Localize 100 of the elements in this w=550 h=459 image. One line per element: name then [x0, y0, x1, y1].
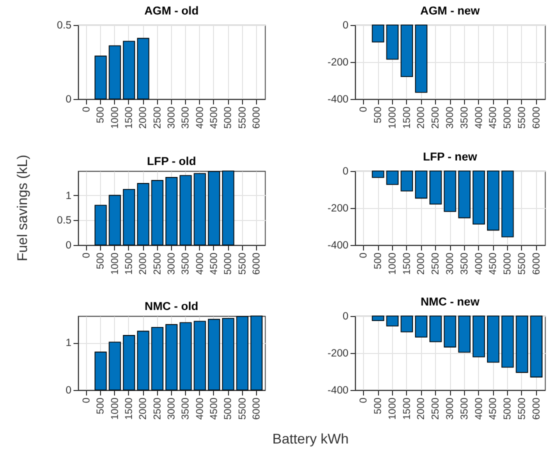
- x-tick-label: 0: [82, 397, 92, 404]
- x-tick-label: 500: [373, 397, 384, 414]
- x-tick-label: 4000: [474, 252, 485, 275]
- bar: [151, 180, 164, 246]
- x-tick-label: 2000: [416, 397, 428, 420]
- bar: [108, 342, 121, 390]
- bar: [194, 173, 206, 246]
- bar: [122, 188, 136, 246]
- bar: [137, 183, 150, 246]
- x-tick-label: 0: [358, 252, 370, 258]
- bar: [94, 204, 107, 246]
- bar: [151, 326, 164, 390]
- x-tick-label: 2000: [138, 252, 150, 275]
- x-tick-label: 6000: [252, 106, 262, 129]
- y-tick-label: 0.5: [56, 214, 72, 227]
- bar: [250, 316, 263, 390]
- bar: [108, 194, 121, 246]
- x-tick-label: 1000: [110, 397, 121, 420]
- x-tick-label: 3500: [459, 106, 470, 129]
- x-tick-label: 500: [96, 397, 107, 414]
- y-tick-label: 0: [342, 310, 349, 322]
- bar: [208, 171, 220, 246]
- x-tick-label: 5500: [237, 252, 248, 275]
- x-tick-label: 6000: [531, 252, 542, 275]
- bar: [222, 170, 234, 246]
- x-tick-label: 4500: [488, 106, 500, 129]
- x-tick-label: 2500: [430, 106, 442, 129]
- x-tick-label: 4000: [474, 106, 485, 129]
- x-tick-label: 1000: [387, 106, 398, 129]
- bar: [194, 320, 206, 390]
- x-tick-label: 5000: [502, 397, 514, 420]
- x-tick-label: 3500: [459, 397, 470, 420]
- y-tick-label: -400: [327, 94, 349, 106]
- bar: [236, 316, 248, 390]
- x-tick-label: 4000: [194, 106, 206, 129]
- x-tick-label: 5000: [223, 397, 234, 420]
- chart-title: AGM - new: [420, 6, 480, 18]
- x-tick-label: 1500: [402, 106, 413, 129]
- x-tick-label: 5500: [237, 397, 248, 420]
- x-tick-label: 1500: [402, 252, 413, 275]
- x-tick-label: 3000: [445, 397, 456, 420]
- y-tick-label: 0: [342, 166, 349, 178]
- x-tick-label: 4500: [209, 252, 220, 275]
- x-tick-label: 5500: [237, 106, 248, 129]
- bar: [222, 318, 234, 390]
- x-tick-label: 6000: [531, 397, 542, 420]
- x-tick-label: 1000: [387, 397, 398, 420]
- x-tick-label: 3000: [166, 252, 178, 275]
- y-tick-label: -400: [327, 240, 349, 252]
- x-tick-label: 5500: [516, 397, 528, 420]
- x-tick-label: 2000: [138, 397, 150, 420]
- bar: [165, 177, 178, 246]
- x-tick-label: 2500: [152, 252, 164, 275]
- x-tick-label: 4500: [488, 397, 500, 420]
- x-axis-title: Battery kWh: [272, 430, 349, 446]
- x-tick-label: 2500: [152, 397, 164, 420]
- x-tick-label: 2000: [138, 106, 150, 129]
- x-tick-label: 3000: [445, 106, 456, 129]
- y-tick-label: 0.5: [56, 20, 72, 32]
- x-tick-label: 4500: [209, 106, 220, 129]
- x-tick-label: 2500: [430, 252, 442, 275]
- x-tick-label: 4500: [209, 397, 220, 420]
- x-tick-label: 2000: [416, 252, 428, 275]
- x-tick-label: 5000: [223, 252, 234, 275]
- x-tick-label: 3000: [166, 106, 178, 129]
- x-tick-label: 1500: [124, 106, 135, 129]
- bar: [137, 38, 150, 100]
- chart-title: NMC - old: [144, 301, 198, 314]
- x-tick-label: 4000: [194, 397, 206, 420]
- x-tick-label: 1000: [387, 252, 398, 275]
- bar: [180, 175, 192, 246]
- x-tick-label: 2000: [416, 106, 428, 129]
- chart-title: LFP - old: [147, 156, 196, 168]
- y-tick-label: -400: [327, 384, 349, 396]
- bar: [122, 40, 136, 100]
- x-tick-label: 3000: [445, 252, 456, 275]
- bar: [94, 352, 107, 390]
- y-tick-label: -200: [327, 202, 349, 214]
- x-tick-label: 4000: [474, 397, 485, 420]
- x-tick-label: 1500: [402, 397, 413, 420]
- chart-title: AGM - old: [144, 6, 199, 18]
- x-tick-label: 0: [82, 106, 92, 112]
- x-tick-label: 6000: [252, 252, 262, 275]
- bar: [208, 318, 220, 390]
- x-tick-label: 3500: [180, 397, 192, 420]
- y-tick-label: -200: [327, 348, 349, 360]
- y-axis-title: Fuel savings (kL): [13, 154, 31, 264]
- bar: [137, 330, 150, 390]
- x-tick-label: 6000: [252, 397, 262, 420]
- x-tick-label: 5000: [223, 106, 234, 129]
- x-tick-label: 0: [82, 252, 92, 258]
- x-tick-label: 3500: [459, 252, 470, 275]
- bar: [108, 45, 121, 100]
- x-tick-label: 2500: [152, 106, 164, 129]
- chart-title: LFP - new: [422, 152, 478, 164]
- x-tick-label: 4000: [194, 252, 206, 275]
- bar: [94, 56, 107, 100]
- y-tick-label: 0: [342, 20, 349, 32]
- x-tick-label: 0: [358, 106, 370, 112]
- x-tick-label: 3500: [180, 106, 192, 129]
